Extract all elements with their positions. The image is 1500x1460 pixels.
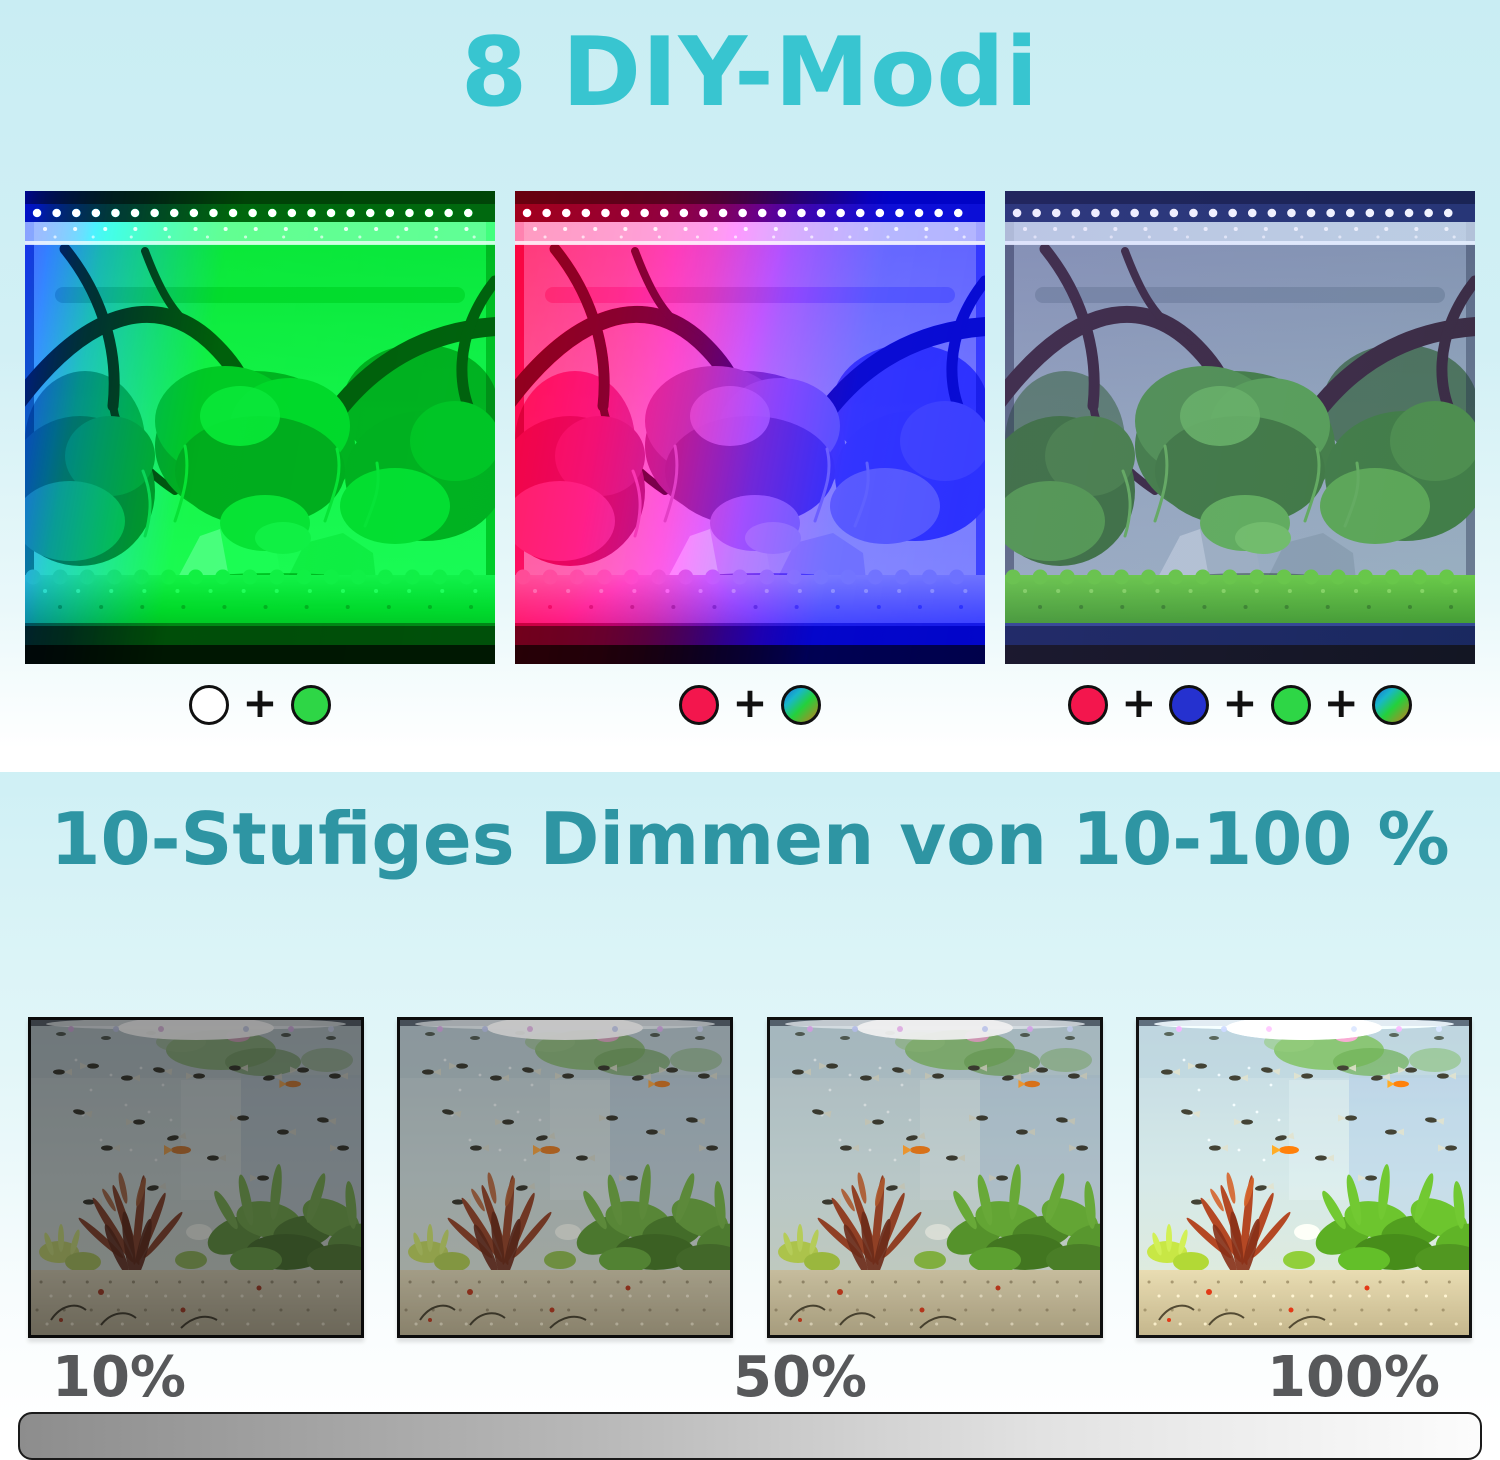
diy-modes-title: 8 DIY-Modi bbox=[460, 18, 1039, 128]
dimming-scale-labels: 10% 50% 100% bbox=[0, 1344, 1500, 1410]
plus-sign: + bbox=[242, 677, 278, 727]
color-swatch bbox=[1169, 684, 1210, 725]
color-combo-row: + + + + + bbox=[0, 677, 1500, 728]
color-swatch-rainbow bbox=[780, 684, 821, 725]
aquarium-photo-red-blue-mode bbox=[515, 190, 985, 664]
community-aquarium-scene bbox=[400, 1020, 730, 1335]
scale-label-10: 10% bbox=[52, 1344, 187, 1410]
mode-images-row bbox=[0, 190, 1500, 664]
dimming-title: 10-Stufiges Dimmen von 10-100 % bbox=[50, 797, 1450, 881]
community-aquarium-scene bbox=[31, 1020, 361, 1335]
dimming-section: 10-Stufiges Dimmen von 10-100 % 10% 50% … bbox=[0, 772, 1500, 1460]
community-aquarium-scene bbox=[1139, 1020, 1469, 1335]
planted-aquarium-scene bbox=[1005, 191, 1475, 664]
community-aquarium-scene bbox=[770, 1020, 1100, 1335]
color-combo-red-blue-green-rainbow: + + + bbox=[1005, 677, 1475, 728]
color-swatch-rainbow bbox=[1371, 684, 1412, 725]
color-swatch bbox=[290, 684, 331, 725]
plus-sign: + bbox=[1323, 677, 1359, 727]
color-combo-red-rainbow: + bbox=[515, 677, 985, 728]
aquarium-photo-brightness-70 bbox=[766, 1016, 1103, 1338]
aquarium-photo-full-spectrum-mode bbox=[1005, 190, 1475, 664]
aquarium-photo-green-mode bbox=[25, 190, 495, 664]
plus-sign: + bbox=[1222, 677, 1258, 727]
color-swatch bbox=[189, 684, 230, 725]
dimming-gradient-bar bbox=[18, 1411, 1482, 1460]
scale-label-50: 50% bbox=[732, 1344, 868, 1410]
plus-sign: + bbox=[1121, 677, 1157, 727]
color-swatch bbox=[1068, 684, 1109, 725]
aquarium-photo-brightness-10 bbox=[28, 1016, 364, 1338]
dimming-images-row bbox=[0, 1016, 1500, 1338]
color-swatch bbox=[679, 684, 720, 725]
diy-modes-section: 8 DIY-Modi + + + + + bbox=[0, 0, 1500, 772]
color-swatch bbox=[1270, 684, 1311, 725]
aquarium-photo-brightness-100 bbox=[1135, 1016, 1472, 1338]
color-combo-white-green: + bbox=[25, 677, 495, 728]
planted-aquarium-scene bbox=[515, 191, 985, 664]
aquarium-photo-brightness-40 bbox=[397, 1016, 734, 1338]
planted-aquarium-scene bbox=[25, 191, 495, 664]
scale-label-100: 100% bbox=[1266, 1344, 1440, 1410]
plus-sign: + bbox=[732, 677, 768, 727]
